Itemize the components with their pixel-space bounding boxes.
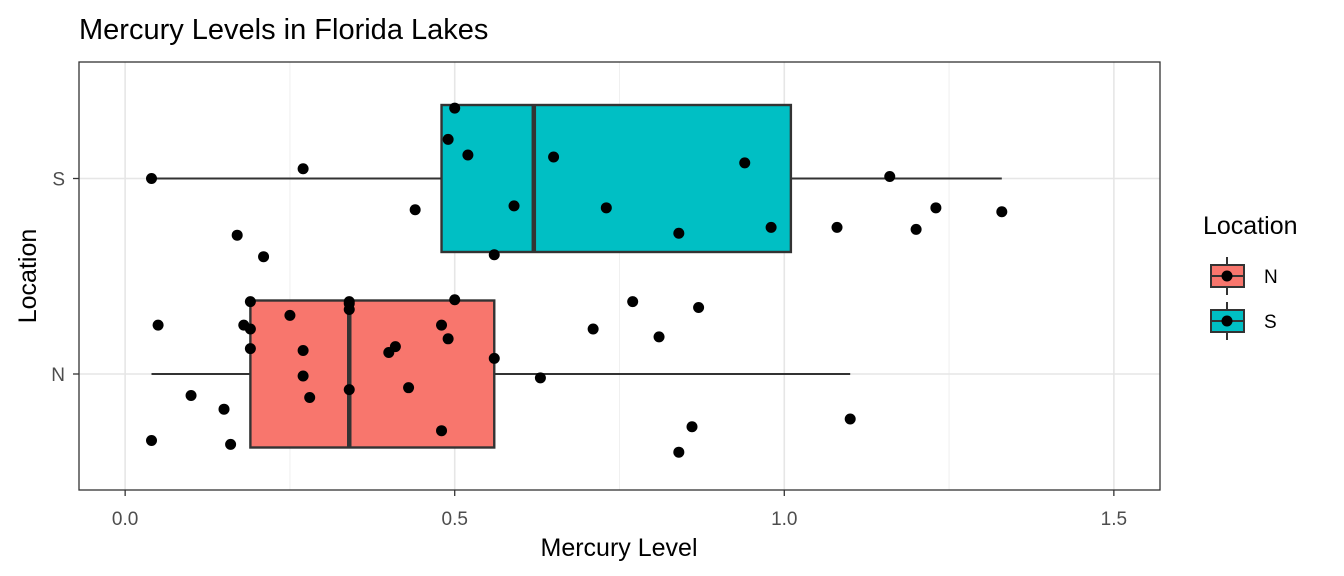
point (653, 331, 665, 343)
panel-border (78, 61, 1161, 491)
point (831, 221, 843, 233)
point (449, 102, 461, 114)
chart-title: Mercury Levels in Florida Lakes (79, 14, 488, 46)
point (627, 296, 639, 308)
boxes (151, 103, 1002, 449)
points (146, 102, 1008, 458)
point (244, 343, 256, 355)
point (673, 227, 685, 239)
box-N (249, 299, 496, 449)
point (765, 221, 777, 233)
point (185, 390, 197, 402)
point (343, 296, 355, 308)
point (534, 372, 546, 384)
point (218, 403, 230, 415)
point (244, 296, 256, 308)
legend-label-S: S (1264, 312, 1277, 333)
point (225, 438, 237, 450)
x-axis-title: Mercury Level (541, 534, 698, 562)
point (304, 391, 316, 403)
point (693, 302, 705, 314)
y-axis: NS (51, 170, 79, 386)
x-tick-label: 0.5 (442, 509, 468, 530)
point (548, 151, 560, 163)
point (244, 323, 256, 335)
point (297, 345, 309, 357)
point (462, 149, 474, 161)
point (442, 133, 454, 145)
point (436, 425, 448, 437)
point (449, 294, 461, 306)
point (343, 384, 355, 396)
point (436, 319, 448, 331)
point (231, 229, 243, 241)
legend: Location N S (1203, 212, 1298, 340)
point (739, 157, 751, 169)
point (284, 309, 296, 321)
point (403, 382, 415, 394)
legend-key-point (1221, 315, 1233, 327)
point (600, 202, 612, 214)
legend-title: Location (1203, 212, 1298, 240)
x-tick-label: 1.0 (771, 509, 797, 530)
point (910, 223, 922, 235)
point (930, 202, 942, 214)
y-tick-label: N (51, 365, 65, 386)
point (152, 319, 164, 331)
point (996, 206, 1008, 218)
point (844, 413, 856, 425)
y-tick-label: S (52, 170, 65, 191)
point (258, 251, 270, 263)
point (488, 352, 500, 364)
point (587, 323, 599, 335)
point (297, 370, 309, 382)
point (686, 421, 698, 433)
point (389, 341, 401, 353)
legend-key-point (1221, 270, 1233, 282)
x-tick-label: 0.0 (112, 509, 138, 530)
x-tick-label: 1.5 (1101, 509, 1127, 530)
point (297, 163, 309, 175)
point (673, 446, 685, 458)
point (409, 204, 421, 216)
y-axis-title: Location (14, 229, 42, 324)
point (146, 434, 158, 446)
point (508, 200, 520, 212)
point (442, 333, 454, 345)
x-axis: 0.0 0.5 1.0 1.5 (112, 490, 1127, 530)
point (146, 173, 158, 184)
point (884, 171, 896, 183)
legend-label-N: N (1264, 267, 1278, 288)
point (488, 249, 500, 261)
box-S (440, 103, 793, 254)
